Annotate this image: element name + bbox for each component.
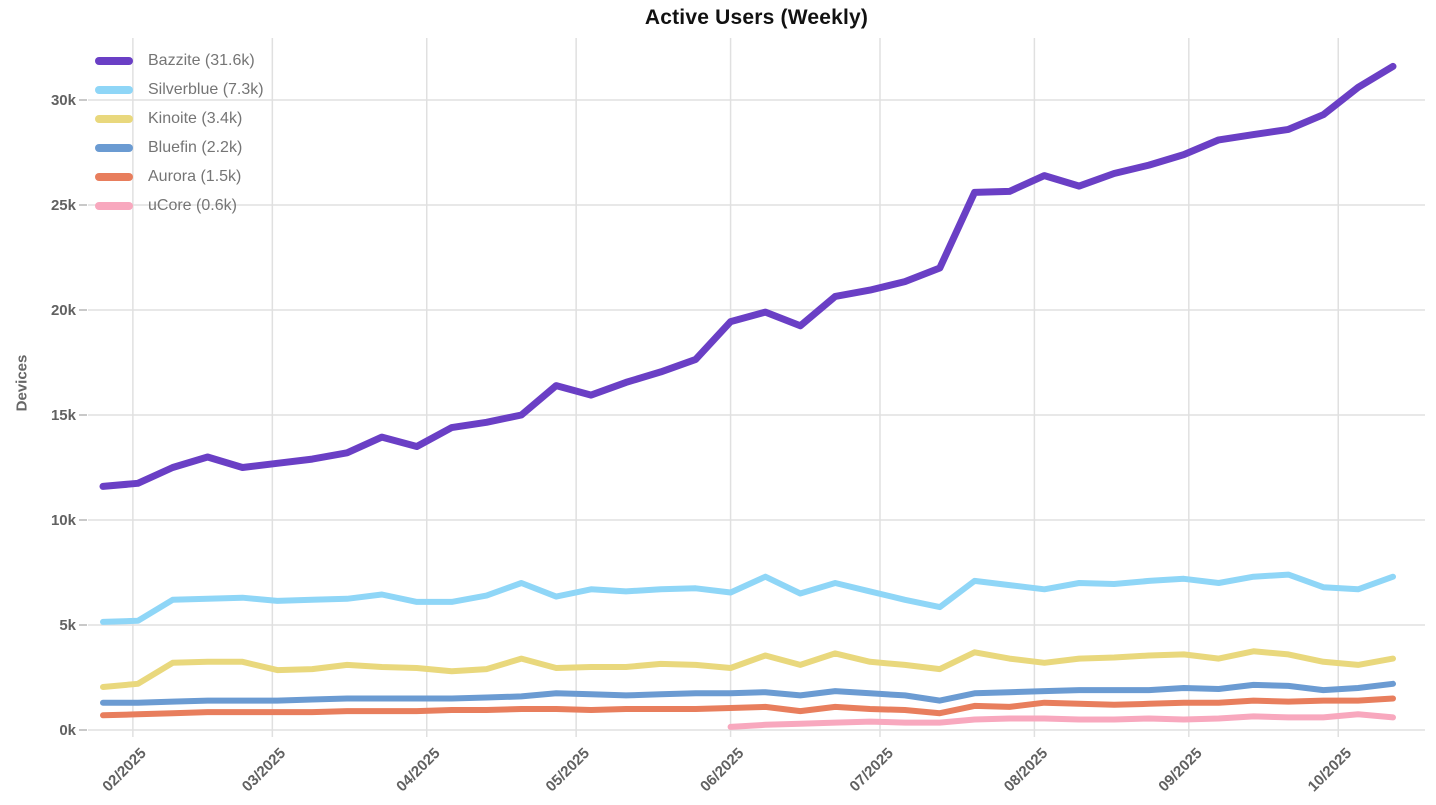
series-line-ucore [727, 711, 1396, 730]
series-line-aurora [100, 695, 1396, 719]
legend-label: Aurora (1.5k) [148, 167, 242, 185]
series-line-bazzite [99, 62, 1397, 490]
legend-label: Bazzite (31.6k) [148, 51, 255, 69]
x-tick-label: 04/2025 [393, 745, 443, 795]
y-tick-label: 30k [51, 92, 77, 109]
legend-label: Kinoite (3.4k) [148, 109, 243, 127]
legend-label: Bluefin (2.2k) [148, 138, 243, 156]
legend-item-kinoite[interactable]: Kinoite (3.4k) [95, 104, 264, 133]
gridlines-group [88, 38, 1425, 737]
legend-swatch-bazzite [95, 56, 133, 65]
y-tick-label: 0k [59, 722, 76, 739]
y-tick-label: 20k [51, 302, 77, 319]
series-line-silverblue [100, 571, 1396, 625]
legend-label: Silverblue (7.3k) [148, 80, 264, 98]
series-lines-group [99, 62, 1397, 730]
legend-item-bluefin[interactable]: Bluefin (2.2k) [95, 133, 264, 162]
y-tick-label: 15k [51, 407, 77, 424]
legend-swatch-bluefin [95, 143, 133, 152]
y-axis-label: Devices [13, 354, 31, 412]
legend-swatch-aurora [95, 172, 133, 181]
x-tick-label: 06/2025 [697, 745, 747, 795]
x-tick-label: 05/2025 [543, 745, 593, 795]
x-tick-label: 03/2025 [239, 745, 289, 795]
x-tick-label: 07/2025 [846, 745, 896, 795]
legend-item-silverblue[interactable]: Silverblue (7.3k) [95, 75, 264, 104]
legend-item-aurora[interactable]: Aurora (1.5k) [95, 162, 264, 191]
x-tick-label: 09/2025 [1155, 745, 1205, 795]
y-tick-label: 10k [51, 512, 77, 529]
x-tick-label: 08/2025 [1001, 745, 1051, 795]
legend-swatch-silverblue [95, 85, 133, 94]
x-tick-label: 10/2025 [1305, 745, 1355, 795]
series-line-kinoite [100, 648, 1396, 690]
series-line-bluefin [100, 680, 1396, 706]
legend-item-ucore[interactable]: uCore (0.6k) [95, 191, 264, 220]
y-tick-label: 5k [59, 617, 76, 634]
x-tick-label: 02/2025 [99, 745, 149, 795]
y-tick-label: 25k [51, 197, 77, 214]
legend-swatch-kinoite [95, 114, 133, 123]
legend-label: uCore (0.6k) [148, 196, 237, 214]
chart-title: Active Users (Weekly) [644, 6, 869, 29]
legend-swatch-ucore [95, 201, 133, 210]
legend-item-bazzite[interactable]: Bazzite (31.6k) [95, 46, 264, 75]
legend: Bazzite (31.6k) Silverblue (7.3k) Kinoite … [95, 46, 264, 220]
